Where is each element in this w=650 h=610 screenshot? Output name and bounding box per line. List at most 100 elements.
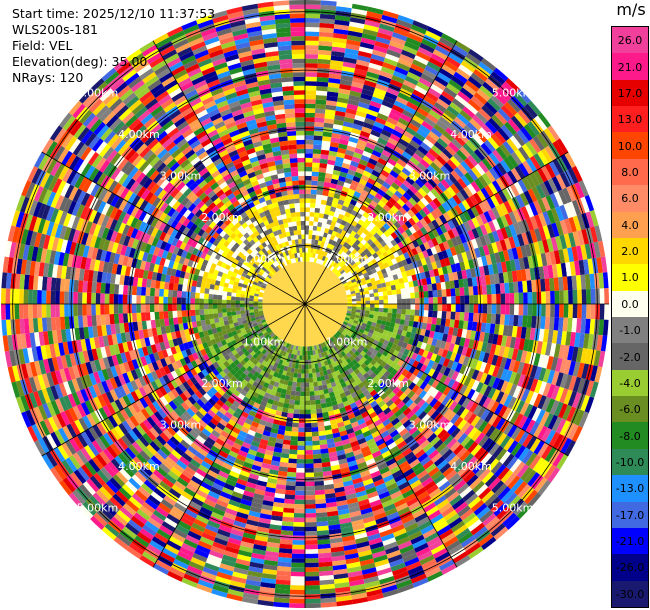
range-gate [446, 83, 460, 95]
range-gate [309, 391, 315, 397]
range-gate [366, 356, 374, 363]
range-gate [555, 174, 567, 190]
range-gate [335, 332, 340, 338]
range-gate [100, 346, 108, 359]
range-gate [357, 461, 368, 469]
range-gate [130, 390, 140, 402]
range-gate [426, 351, 434, 360]
range-gate [288, 453, 298, 460]
range-gate [443, 408, 453, 419]
range-gate [193, 373, 202, 383]
range-gate [355, 295, 361, 299]
range-gate [547, 467, 560, 483]
range-gate [237, 332, 243, 338]
range-gate [260, 415, 269, 422]
range-gate [272, 345, 277, 352]
range-gate [143, 364, 151, 375]
range-gate [413, 55, 429, 66]
range-gate [229, 335, 235, 342]
range-gate [566, 406, 577, 423]
range-gate [328, 264, 333, 270]
range-gate [207, 397, 217, 406]
range-gate [66, 423, 77, 438]
range-gate [488, 167, 500, 181]
range-gate [425, 134, 437, 145]
range-gate [503, 422, 514, 436]
range-gate [457, 131, 469, 144]
range-gate [329, 234, 336, 241]
range-gate [411, 404, 421, 414]
range-gate [410, 24, 427, 35]
range-gate [517, 483, 531, 499]
range-gate [471, 166, 482, 179]
range-gate [499, 143, 511, 158]
range-gate [305, 373, 309, 379]
range-gate [353, 344, 360, 351]
range-gate [361, 88, 374, 97]
range-gate [268, 394, 276, 401]
range-gate [111, 354, 119, 366]
range-gate [336, 217, 343, 224]
range-gate [414, 512, 428, 523]
range-gate [210, 405, 219, 415]
range-gate [337, 421, 345, 428]
range-gate [331, 174, 340, 181]
range-gate [494, 111, 508, 125]
range-gate [352, 263, 358, 269]
range-gate [357, 235, 364, 243]
range-gate [449, 319, 455, 328]
range-gate [134, 535, 150, 548]
range-gate [438, 242, 446, 252]
range-gate [423, 168, 434, 179]
range-gate [408, 358, 416, 366]
range-gate [408, 281, 414, 288]
range-gate [186, 483, 199, 494]
range-gate [279, 420, 287, 427]
range-gate [417, 410, 428, 421]
range-gate [343, 319, 349, 324]
range-gate [389, 445, 400, 455]
range-gate [435, 381, 444, 392]
range-gate [439, 445, 450, 457]
range-gate [558, 189, 568, 205]
range-gate [294, 495, 305, 500]
range-gate [508, 383, 518, 397]
range-gate [417, 175, 428, 185]
range-gate [267, 398, 274, 405]
range-gate [223, 512, 237, 521]
range-gate [575, 347, 583, 363]
range-gate [357, 248, 364, 255]
range-gate [384, 212, 393, 220]
range-gate [294, 508, 305, 514]
range-gate [406, 298, 411, 304]
range-gate [436, 310, 443, 319]
range-gate [216, 341, 223, 348]
range-gate [138, 435, 150, 448]
range-gate [122, 394, 132, 407]
range-gate [261, 434, 270, 441]
range-gate [144, 461, 156, 473]
range-gate [433, 456, 446, 467]
range-gate [245, 344, 251, 351]
range-gate [420, 73, 435, 84]
range-gate [355, 457, 366, 465]
range-gate [333, 193, 341, 200]
range-gate [69, 472, 83, 487]
range-gate [331, 555, 346, 562]
range-gate [357, 182, 366, 190]
range-gate [155, 506, 169, 518]
range-gate [229, 430, 239, 439]
range-gate [333, 577, 350, 584]
range-gate [398, 392, 407, 402]
range-gate [399, 346, 406, 355]
range-gate [56, 412, 67, 428]
range-gate [292, 422, 299, 428]
range-gate [337, 249, 344, 255]
range-gate [458, 354, 466, 365]
range-gate [582, 333, 590, 349]
range-gate [321, 236, 327, 243]
range-gate [204, 424, 214, 434]
range-gate [327, 447, 337, 453]
range-gate [119, 468, 132, 481]
range-gate [397, 226, 406, 234]
